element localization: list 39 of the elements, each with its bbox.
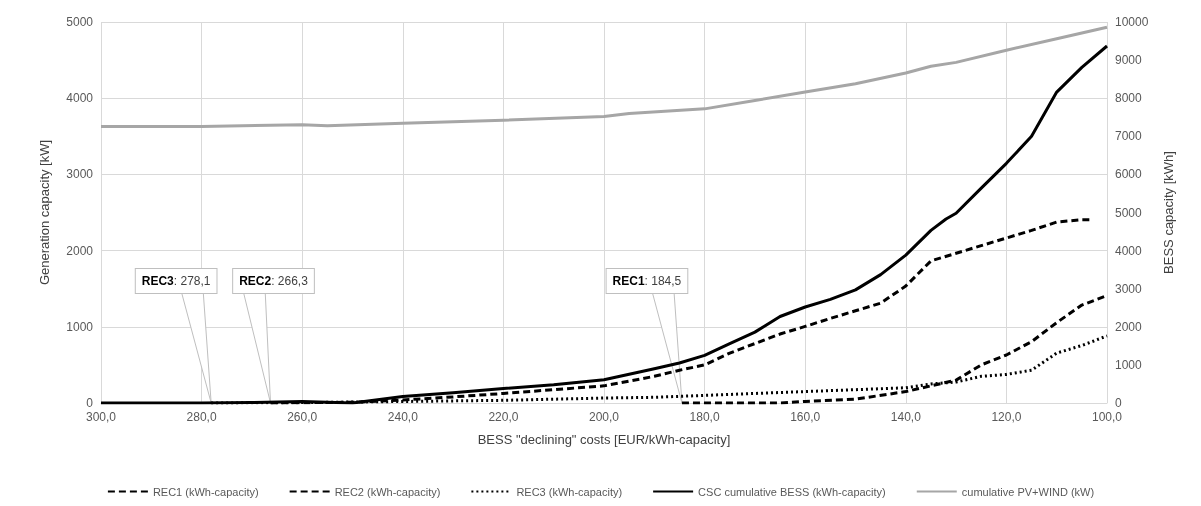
legend-label: CSC cumulative BESS (kWh-capacity) [698, 485, 886, 498]
y2-axis-title: BESS capacity [kWh] [1161, 151, 1176, 274]
y2-tick-label: 2000 [1115, 319, 1143, 334]
legend-label: REC1 (kWh-capacity) [152, 485, 259, 498]
x-tick-label: 100,0 [1091, 410, 1123, 424]
legend-label: REC2 (kWh-capacity) [334, 485, 441, 498]
y-axis-title: Generation capacity [kW] [37, 139, 52, 286]
x-tick-label: 220,0 [488, 410, 519, 424]
y2-tick-label: 5000 [1115, 205, 1143, 220]
annotation: REC3: 278,1 [141, 274, 211, 288]
y2-tick-label: 0 [1115, 396, 1122, 410]
x-tick-label: 300,0 [85, 410, 117, 424]
x-tick-label: 140,0 [890, 410, 922, 424]
x-tick-label: 240,0 [387, 410, 419, 424]
y-tick-label: 4000 [66, 91, 94, 106]
y2-tick-label: 3000 [1115, 281, 1143, 296]
y2-tick-label: 4000 [1115, 243, 1143, 258]
y-tick-label: 3000 [66, 167, 94, 182]
y2-tick-label: 1000 [1115, 357, 1143, 372]
x-tick-label: 200,0 [588, 410, 620, 424]
y2-tick-label: 8000 [1115, 91, 1143, 106]
annotation: REC2: 266,3 [239, 274, 309, 288]
y2-tick-label: 9000 [1115, 53, 1143, 68]
x-tick-label: 280,0 [186, 410, 217, 424]
legend-label: cumulative PV+WIND (kW) [961, 485, 1095, 498]
y2-tick-label: 6000 [1115, 167, 1143, 182]
y2-tick-label: 10000 [1115, 15, 1149, 29]
annotation: REC1: 184,5 [612, 274, 682, 288]
y2-tick-label: 7000 [1115, 129, 1143, 144]
x-tick-label: 160,0 [790, 410, 821, 424]
x-tick-label: 180,0 [689, 410, 720, 424]
legend-label: REC3 (kWh-capacity) [516, 485, 623, 498]
x-tick-label: 260,0 [287, 410, 318, 424]
x-axis-title: BESS "declining" costs [EUR/kWh-capacity] [477, 432, 731, 447]
y-tick-label: 1000 [66, 319, 94, 334]
y-tick-label: 2000 [66, 243, 94, 258]
x-tick-label: 120,0 [991, 410, 1022, 424]
y-tick-label: 5000 [66, 15, 94, 29]
y-tick-label: 0 [86, 396, 94, 410]
